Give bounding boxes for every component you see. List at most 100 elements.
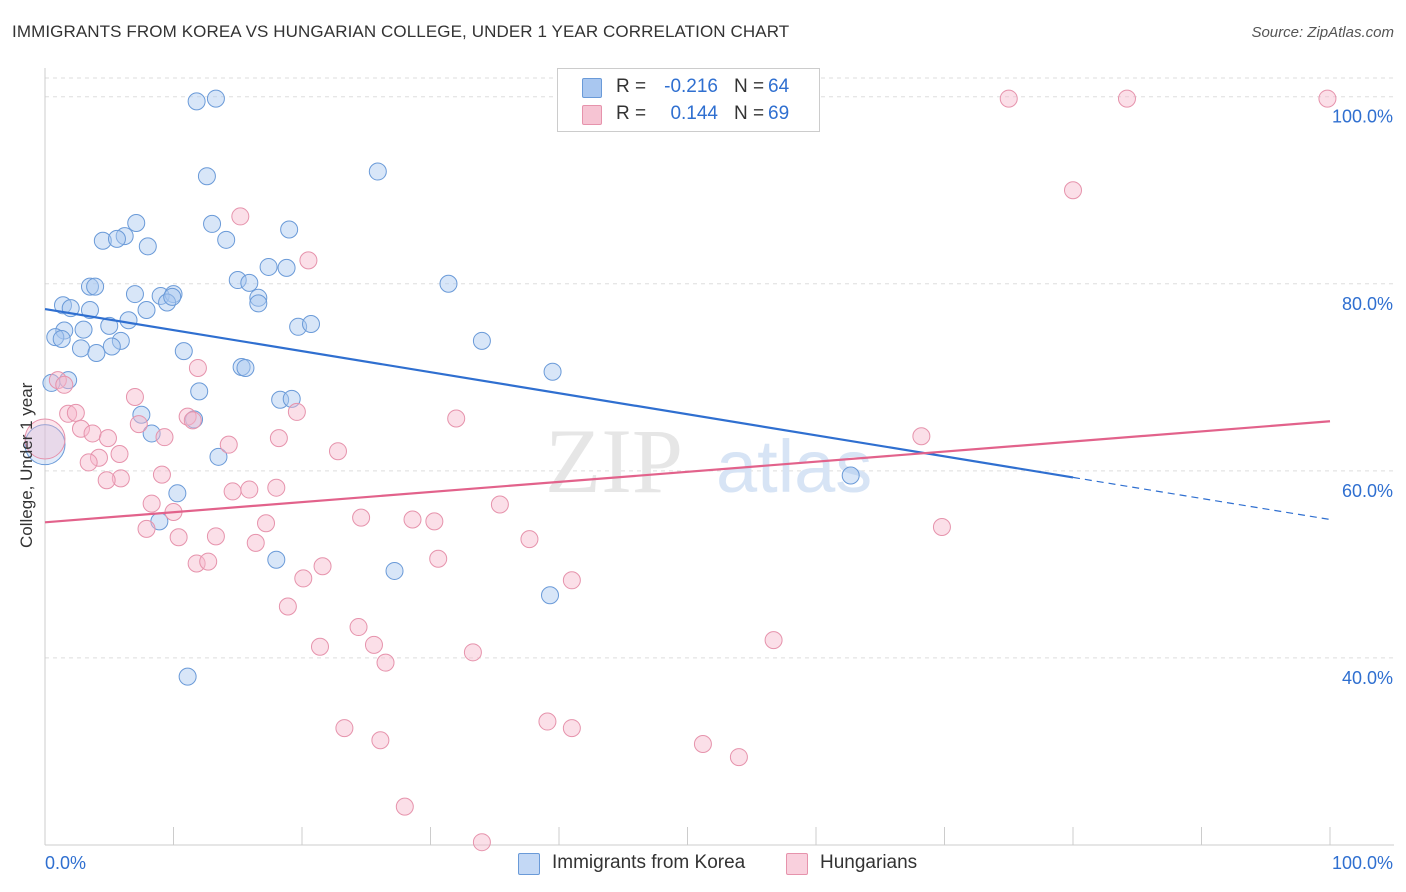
hungarians-point xyxy=(183,411,202,430)
hungarians-point xyxy=(152,465,171,484)
hungarians-point xyxy=(764,631,783,650)
hungarians-point xyxy=(257,514,276,533)
hungarians-point xyxy=(472,833,491,852)
korea-point xyxy=(385,561,404,580)
hungarians-point xyxy=(376,653,395,672)
watermark-atlas: atlas xyxy=(716,425,872,508)
y-tick-label: 80.0% xyxy=(1342,294,1393,314)
korea-point xyxy=(86,277,105,296)
hungarians-point xyxy=(310,637,329,656)
hungarians-point xyxy=(278,597,297,616)
hungarians-point xyxy=(287,402,306,421)
hungarians-point xyxy=(246,533,265,552)
hungarians-point xyxy=(129,415,148,434)
korea-point xyxy=(138,237,157,256)
korea-point xyxy=(368,162,387,181)
hungarians-point xyxy=(729,748,748,767)
hungarians-point xyxy=(299,251,318,270)
hungarians-point xyxy=(79,453,98,472)
bottom-legend-swatch-hungarians xyxy=(786,853,808,875)
korea-point xyxy=(80,300,99,319)
korea-point xyxy=(107,229,126,248)
korea-point xyxy=(178,667,197,686)
korea-point xyxy=(74,320,93,339)
hungarians-point xyxy=(313,557,332,576)
legend-n-value: 64 xyxy=(768,76,790,97)
hungarians-point xyxy=(693,734,712,753)
korea-point xyxy=(543,362,562,381)
korea-point xyxy=(24,424,66,466)
bottom-legend-swatch-korea xyxy=(518,853,540,875)
hungarians-trend-line xyxy=(44,420,1331,524)
legend-r-label: R = xyxy=(616,76,647,97)
hungarians-point xyxy=(48,371,67,390)
korea-point xyxy=(174,342,193,361)
korea-point xyxy=(277,258,296,277)
y-tick-label: 100.0% xyxy=(1332,107,1393,127)
hungarians-point xyxy=(110,445,129,464)
korea-point xyxy=(137,300,156,319)
hungarians-point xyxy=(364,635,383,654)
korea-point xyxy=(71,339,90,358)
legend-n-value: 69 xyxy=(768,103,790,124)
data-points xyxy=(24,89,1337,852)
korea-point xyxy=(93,231,112,250)
legend-swatch-hungarians xyxy=(582,105,602,125)
korea-point xyxy=(472,331,491,350)
hungarians-point xyxy=(71,419,90,438)
hungarians-point xyxy=(142,494,161,513)
korea-point xyxy=(52,329,71,348)
hungarians-point xyxy=(425,512,444,531)
korea-point xyxy=(111,331,130,350)
chart-title: IMMIGRANTS FROM KOREA VS HUNGARIAN COLLE… xyxy=(12,22,790,41)
hungarians-point xyxy=(199,552,218,571)
hungarians-point xyxy=(155,428,174,447)
korea-point xyxy=(46,328,65,347)
hungarians-point xyxy=(231,207,250,226)
korea-point xyxy=(249,294,268,313)
hungarians-point xyxy=(97,471,116,490)
legend-n-label: N = xyxy=(734,103,765,124)
legend-swatch-korea xyxy=(582,78,602,98)
hungarians-point xyxy=(562,719,581,738)
korea-point xyxy=(280,220,299,239)
korea-point xyxy=(841,466,860,485)
tick-labels: 40.0% 60.0% 80.0% 100.0% 0.0% 100.0% xyxy=(45,107,1393,873)
korea-point xyxy=(119,311,138,330)
hungarians-point xyxy=(267,478,286,497)
hungarians-point xyxy=(490,495,509,514)
hungarians-point xyxy=(240,480,259,499)
korea-point xyxy=(168,484,187,503)
hungarians-point xyxy=(83,424,102,443)
hungarians-point xyxy=(187,554,206,573)
hungarians-point xyxy=(349,618,368,637)
korea-point xyxy=(187,92,206,111)
hungarians-point xyxy=(520,530,539,549)
x-tick-label-min: 0.0% xyxy=(45,853,86,873)
y-tick-label: 40.0% xyxy=(1342,668,1393,688)
hungarians-point xyxy=(335,719,354,738)
korea-trend-line xyxy=(44,307,1074,479)
korea-point xyxy=(236,358,255,377)
korea-trend-extension xyxy=(1072,476,1331,521)
hungarians-point xyxy=(352,508,371,527)
hungarians-point xyxy=(403,510,422,529)
korea-point xyxy=(217,230,236,249)
hungarians-point xyxy=(55,375,74,394)
y-axis-title: College, Under 1 year xyxy=(17,382,36,548)
korea-point xyxy=(100,316,119,335)
hungarians-point xyxy=(1064,181,1082,200)
korea-point xyxy=(249,288,268,307)
legend-n-label: N = xyxy=(734,76,765,97)
korea-point xyxy=(190,382,209,401)
hungarians-point xyxy=(125,387,144,406)
korea-point xyxy=(87,343,106,362)
hungarians-point xyxy=(447,409,466,428)
x-tick-label-max: 100.0% xyxy=(1332,853,1393,873)
hungarians-point xyxy=(328,442,347,461)
korea-point xyxy=(102,337,121,356)
hungarians-point xyxy=(932,517,951,536)
hungarians-point xyxy=(463,643,482,662)
hungarians-point xyxy=(219,435,238,454)
korea-point xyxy=(240,273,259,292)
